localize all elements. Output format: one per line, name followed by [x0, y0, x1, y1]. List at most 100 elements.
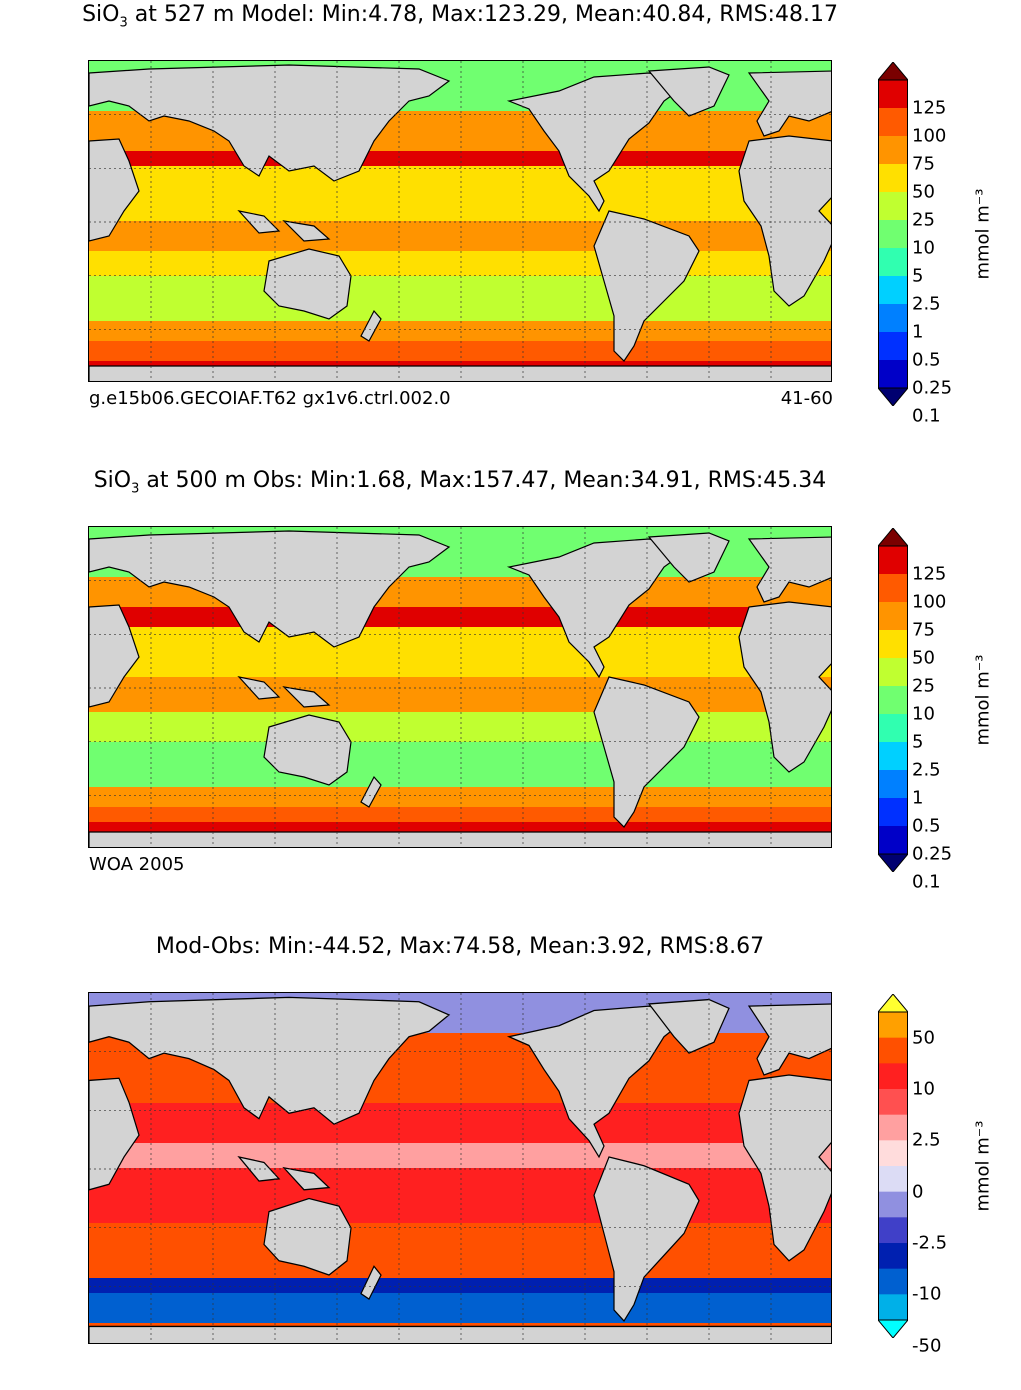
- coastline: [89, 604, 140, 708]
- colorbar-tick-label: -50: [912, 1335, 942, 1357]
- contour-band: [89, 276, 831, 321]
- colorbar-swatch: [878, 192, 908, 221]
- colorbar-tick-label: 125: [912, 97, 947, 119]
- colorbar-swatch: [878, 360, 908, 389]
- contour-band: [89, 251, 831, 276]
- colorbar-swatch: [878, 686, 908, 715]
- contour-band: [89, 221, 831, 251]
- colorbar-tick-label: 0.25: [912, 377, 953, 399]
- contour-band: [89, 151, 831, 166]
- contour-band: [89, 1103, 831, 1143]
- colorbar-swatch: [878, 1089, 908, 1116]
- coastline: [282, 220, 331, 242]
- colorbar-swatch: [878, 826, 908, 855]
- colorbar-tick-label: 50: [912, 181, 935, 203]
- colorbar-swatch: [878, 1063, 908, 1090]
- coastline: [89, 138, 140, 242]
- coastline: [89, 831, 831, 847]
- colorbar-tick-label: 50: [912, 1027, 935, 1049]
- land-mask: [89, 64, 831, 381]
- chart-title: SiO3 at 527 m Model: Min:4.78, Max:123.2…: [82, 2, 838, 31]
- coastline: [593, 1156, 700, 1322]
- chart-title: Mod-Obs: Min:-44.52, Max:74.58, Mean:3.9…: [155, 934, 765, 959]
- contour-band: [89, 1168, 831, 1223]
- colorbar-swatch: [878, 80, 908, 109]
- contour-band: [89, 341, 831, 361]
- colorbar-tick-label: 1: [912, 321, 924, 343]
- colorbar-tick-labels: 125 100 75 50 25 10 5 2.5 1 0.5 0.25 0.1: [912, 528, 972, 893]
- colorbar-swatch: [878, 248, 908, 277]
- land-mask: [89, 530, 831, 847]
- contour-band: [89, 607, 831, 627]
- coastline: [360, 1265, 382, 1301]
- colorbar-tick-label: 5: [912, 731, 924, 753]
- colorbar-extend-max: [876, 527, 910, 547]
- colorbar-swatch: [878, 164, 908, 193]
- coastline: [593, 676, 700, 828]
- coastline: [282, 1166, 331, 1191]
- contour-band: [89, 1278, 831, 1293]
- colorbar-svg: [876, 993, 910, 1339]
- colorbar-tick-label: 75: [912, 153, 935, 175]
- coastline: [747, 1003, 831, 1076]
- colorbar-swatch: [878, 1191, 908, 1218]
- colorbar-swatch: [878, 798, 908, 827]
- colorbar-tick-label: 1: [912, 787, 924, 809]
- colorbar-tick-label: 10: [912, 1078, 935, 1100]
- colorbar-tick-label: 2.5: [912, 293, 941, 315]
- contour-band: [89, 1223, 831, 1278]
- coastline: [89, 996, 451, 1125]
- colorbar-swatch: [878, 1140, 908, 1167]
- colorbar-swatch: [878, 1012, 908, 1039]
- panel-obs: SiO3 at 500 m Obs: Min:1.68, Max:157.47,…: [0, 466, 1021, 924]
- colorbar-tick-labels: 50 10 2.5 0 -2.5 -10 -50: [912, 994, 972, 1356]
- coastline: [506, 538, 691, 679]
- colorbar-extend-max: [876, 61, 910, 81]
- colorbar: [876, 993, 910, 1339]
- colorbar-unit-label: mmol m⁻³: [972, 188, 994, 280]
- coastline: [263, 248, 352, 320]
- graticule: [89, 993, 831, 1343]
- coastline: [738, 135, 831, 307]
- colorbar-tick-label: 0.1: [912, 405, 941, 427]
- colorbar-swatch: [878, 770, 908, 799]
- land-mask: [89, 996, 831, 1343]
- colorbar-swatch: [878, 658, 908, 687]
- colorbar-tick-label: 100: [912, 125, 947, 147]
- colorbar-svg: [876, 527, 910, 873]
- colorbar-tick-label: 2.5: [912, 759, 941, 781]
- colorbar-tick-label: 125: [912, 563, 947, 585]
- colorbar-tick-label: 25: [912, 675, 935, 697]
- colorbar: [876, 527, 910, 873]
- map-plot: [88, 60, 832, 382]
- colorbar-tick-label: 75: [912, 619, 935, 641]
- graticule: [89, 527, 831, 847]
- contour-band: [89, 321, 831, 341]
- colorbar-tick-label: 0: [912, 1181, 924, 1203]
- colorbar-tick-label: 0.25: [912, 843, 953, 865]
- coastline: [263, 1197, 352, 1276]
- graticule: [89, 61, 831, 381]
- colorbar-tick-label: 10: [912, 237, 935, 259]
- colorbar-tick-label: 0.1: [912, 871, 941, 893]
- colorbar-tick-label: 0.5: [912, 815, 941, 837]
- contour-band: [89, 807, 831, 822]
- coastline: [89, 64, 451, 182]
- map-plot: [88, 526, 832, 848]
- colorbar-swatch: [878, 304, 908, 333]
- colorbar-tick-label: 0.5: [912, 349, 941, 371]
- colorbar-swatch: [878, 1114, 908, 1141]
- dataset-label: WOA 2005: [89, 854, 185, 875]
- colorbar-swatch: [878, 220, 908, 249]
- contour-band: [89, 1293, 831, 1323]
- colorbar-swatch: [878, 1217, 908, 1244]
- colorbar-extend-min: [876, 387, 910, 407]
- coastline: [360, 309, 382, 342]
- coastline: [747, 70, 831, 137]
- colorbar-swatch: [878, 602, 908, 631]
- coastline: [506, 72, 691, 213]
- contour-band: [89, 677, 831, 712]
- contour-band: [89, 712, 831, 742]
- colorbar-svg: [876, 61, 910, 407]
- coastline: [360, 775, 382, 808]
